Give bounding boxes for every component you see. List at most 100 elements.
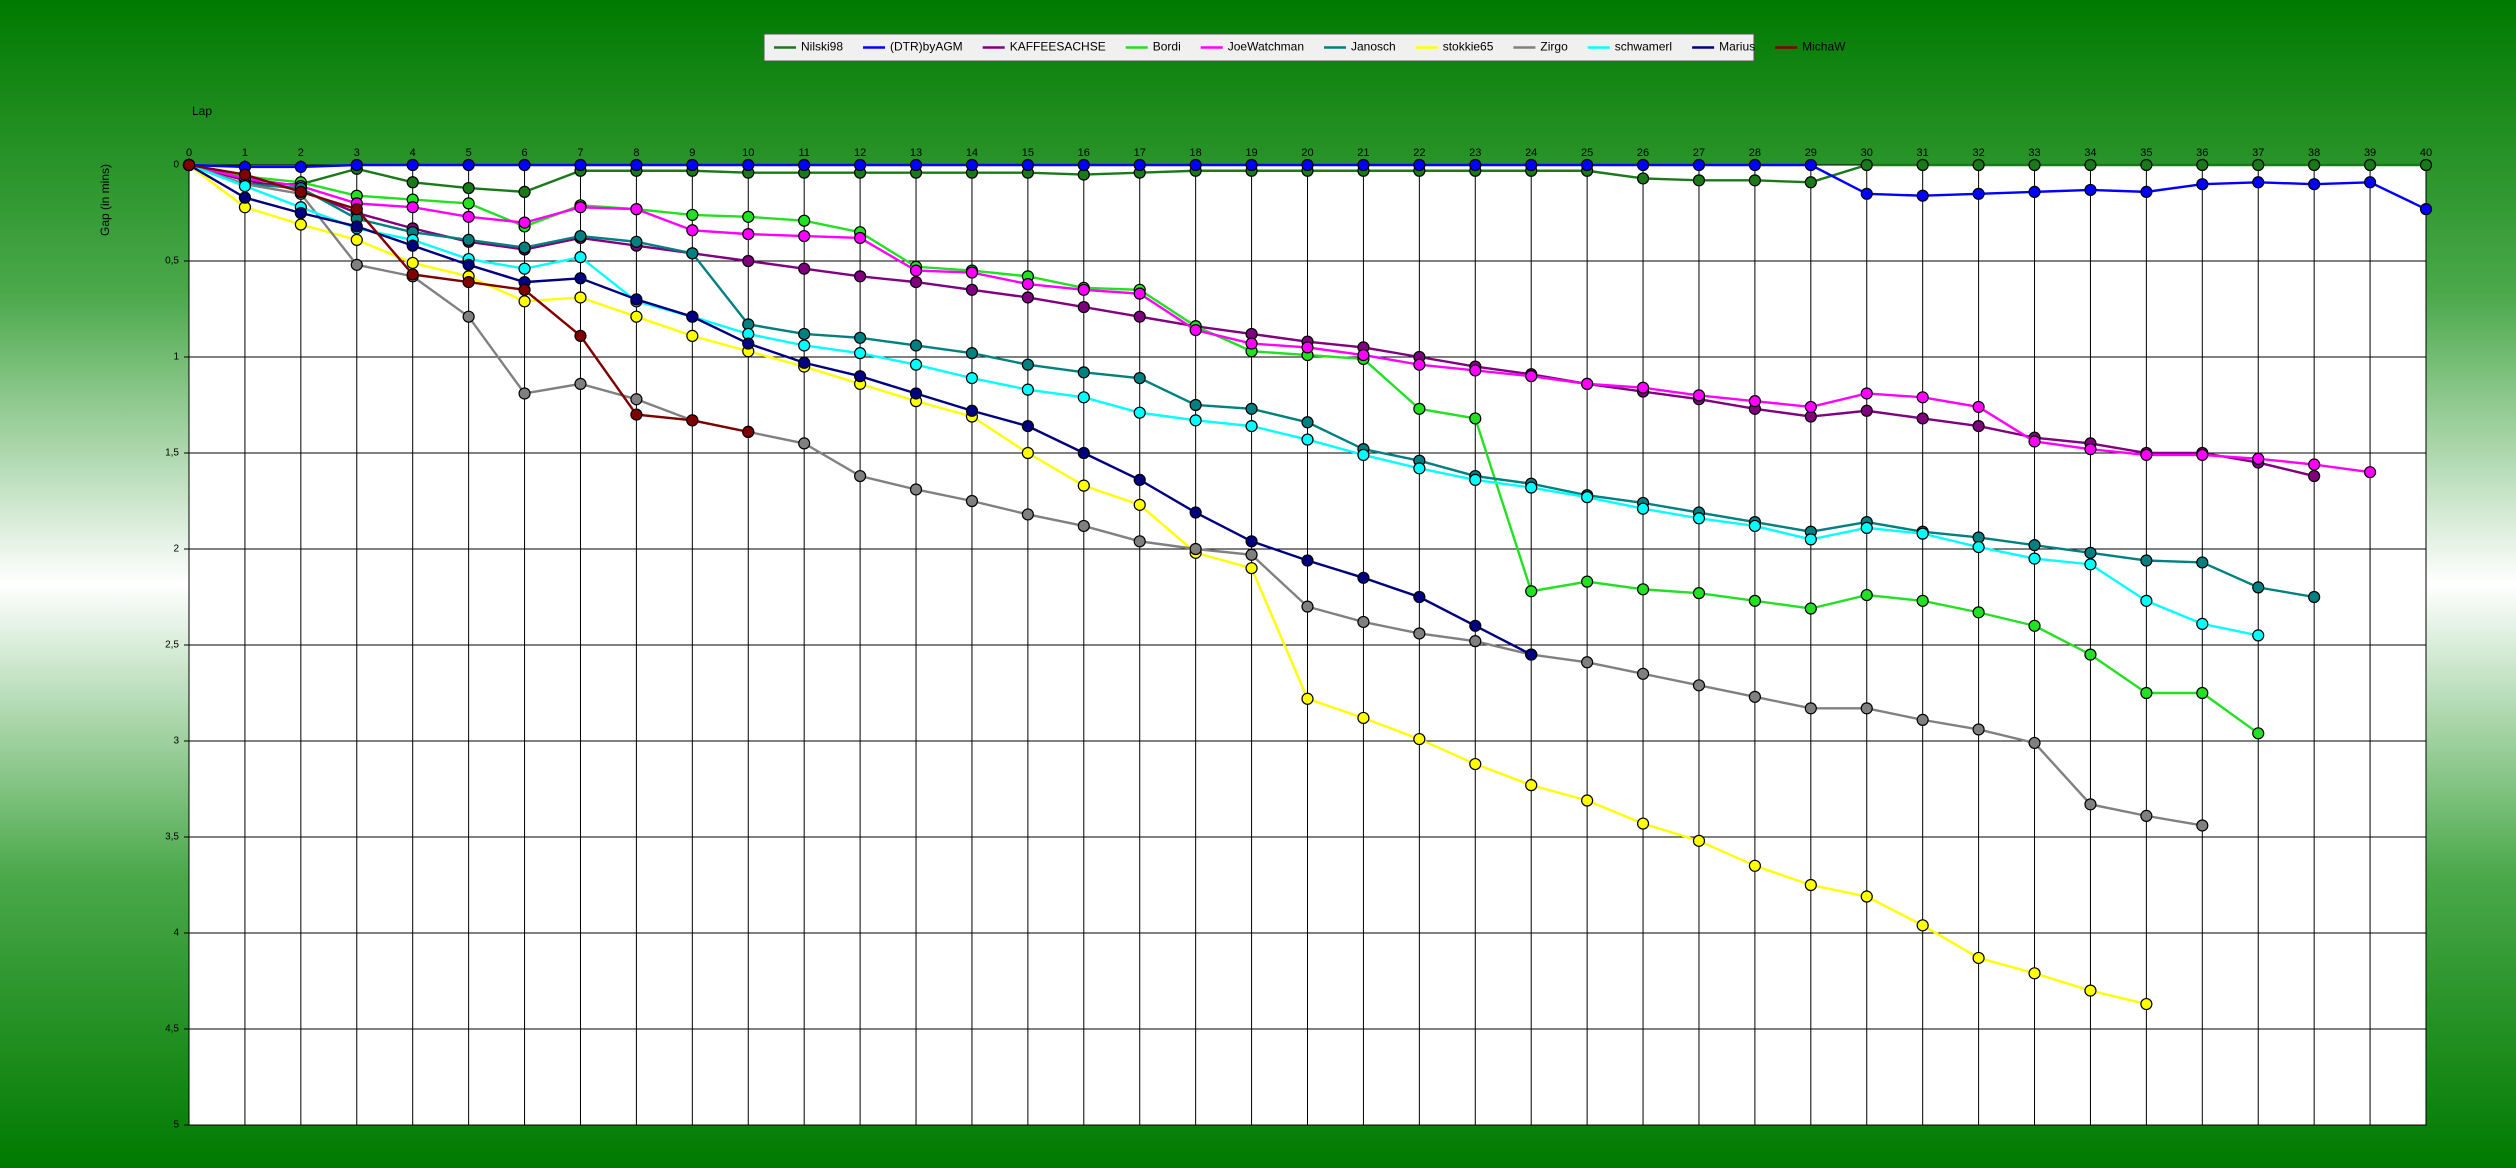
x-tick-label: 9 bbox=[689, 147, 695, 159]
data-point bbox=[406, 158, 419, 172]
data-point bbox=[2028, 736, 2041, 750]
data-point bbox=[2028, 552, 2041, 565]
data-point bbox=[518, 262, 531, 275]
x-tick-label: 19 bbox=[1245, 147, 1257, 159]
data-point bbox=[406, 201, 419, 214]
y-tick-label: 3 bbox=[173, 736, 179, 747]
data-point bbox=[2140, 809, 2153, 822]
x-tick-label: 14 bbox=[966, 147, 978, 159]
data-point bbox=[1525, 648, 1538, 661]
data-point bbox=[630, 293, 643, 306]
data-point bbox=[798, 356, 811, 369]
data-point bbox=[853, 469, 867, 483]
data-point bbox=[2028, 435, 2041, 448]
data-point bbox=[2084, 984, 2097, 997]
data-point bbox=[1357, 615, 1370, 629]
data-point bbox=[574, 377, 587, 390]
data-point bbox=[1748, 158, 1762, 172]
data-point bbox=[1860, 387, 1873, 400]
x-tick-label: 38 bbox=[2308, 147, 2320, 159]
data-point bbox=[462, 233, 475, 246]
x-tick-label: 16 bbox=[1078, 147, 1090, 159]
data-point bbox=[406, 256, 419, 270]
data-point bbox=[2363, 176, 2377, 189]
data-point bbox=[1972, 723, 1985, 736]
data-point bbox=[574, 158, 587, 172]
data-point bbox=[853, 270, 867, 283]
data-point bbox=[2196, 556, 2209, 569]
data-point bbox=[1245, 548, 1258, 561]
x-tick-label: 6 bbox=[521, 147, 527, 159]
legend-label: KAFFEESACHSE bbox=[1010, 40, 1106, 54]
data-point bbox=[1581, 158, 1594, 172]
data-point bbox=[1860, 702, 1873, 715]
data-point bbox=[2196, 178, 2209, 191]
data-point bbox=[1189, 324, 1202, 337]
data-point bbox=[294, 218, 307, 231]
x-axis-label: Lap bbox=[192, 104, 212, 118]
data-point bbox=[1301, 600, 1314, 613]
data-point bbox=[630, 158, 643, 172]
data-point bbox=[1469, 412, 1482, 425]
data-point bbox=[2252, 629, 2265, 642]
data-point bbox=[1245, 562, 1258, 575]
x-tick-label: 36 bbox=[2196, 147, 2208, 159]
data-point bbox=[462, 181, 475, 195]
data-point bbox=[1301, 158, 1314, 172]
data-point bbox=[1860, 404, 1873, 417]
y-tick-label: 5 bbox=[173, 1120, 179, 1131]
data-point bbox=[1804, 176, 1817, 189]
data-point bbox=[2140, 158, 2153, 172]
data-point bbox=[1357, 711, 1370, 725]
x-tick-label: 28 bbox=[1749, 147, 1761, 159]
data-point bbox=[518, 295, 531, 308]
data-point bbox=[686, 414, 699, 427]
data-point bbox=[1804, 878, 1817, 892]
data-point bbox=[1189, 506, 1202, 519]
data-point bbox=[965, 404, 979, 417]
data-point bbox=[2140, 686, 2153, 700]
data-point bbox=[1133, 498, 1146, 511]
x-tick-label: 40 bbox=[2420, 147, 2432, 159]
data-point bbox=[965, 158, 979, 172]
data-point bbox=[742, 425, 755, 438]
data-point bbox=[742, 210, 755, 223]
data-point bbox=[1916, 527, 1929, 540]
data-point bbox=[1469, 158, 1482, 172]
data-point bbox=[1301, 433, 1314, 446]
y-tick-label: 4 bbox=[173, 928, 179, 939]
data-point bbox=[2196, 686, 2209, 700]
data-point bbox=[965, 266, 979, 279]
data-point bbox=[1581, 377, 1594, 390]
data-point bbox=[518, 241, 531, 254]
data-point bbox=[2028, 619, 2041, 632]
data-point bbox=[238, 180, 252, 193]
data-point bbox=[2363, 466, 2377, 479]
data-point bbox=[1972, 951, 1985, 965]
data-point bbox=[1413, 732, 1426, 746]
data-point bbox=[406, 239, 419, 252]
data-point bbox=[1748, 174, 1762, 187]
data-point bbox=[1525, 779, 1538, 792]
data-point bbox=[1916, 594, 1929, 607]
data-point bbox=[1133, 406, 1146, 419]
data-point bbox=[518, 158, 531, 172]
data-point bbox=[1413, 590, 1426, 604]
data-point bbox=[1581, 491, 1594, 504]
x-tick-label: 27 bbox=[1693, 147, 1705, 159]
data-point bbox=[1077, 366, 1090, 379]
x-tick-label: 21 bbox=[1357, 147, 1369, 159]
data-point bbox=[909, 339, 923, 352]
data-point bbox=[1077, 158, 1090, 172]
data-point bbox=[1301, 692, 1314, 705]
legend-label: MichaW bbox=[1802, 40, 1846, 54]
data-point bbox=[1972, 158, 1985, 172]
data-point bbox=[1469, 619, 1482, 632]
legend-label: stokkie65 bbox=[1443, 40, 1494, 54]
data-point bbox=[1133, 473, 1146, 486]
data-point bbox=[1972, 400, 1985, 414]
x-tick-label: 12 bbox=[854, 147, 866, 159]
data-point bbox=[406, 176, 419, 189]
x-tick-label: 31 bbox=[1917, 147, 1929, 159]
